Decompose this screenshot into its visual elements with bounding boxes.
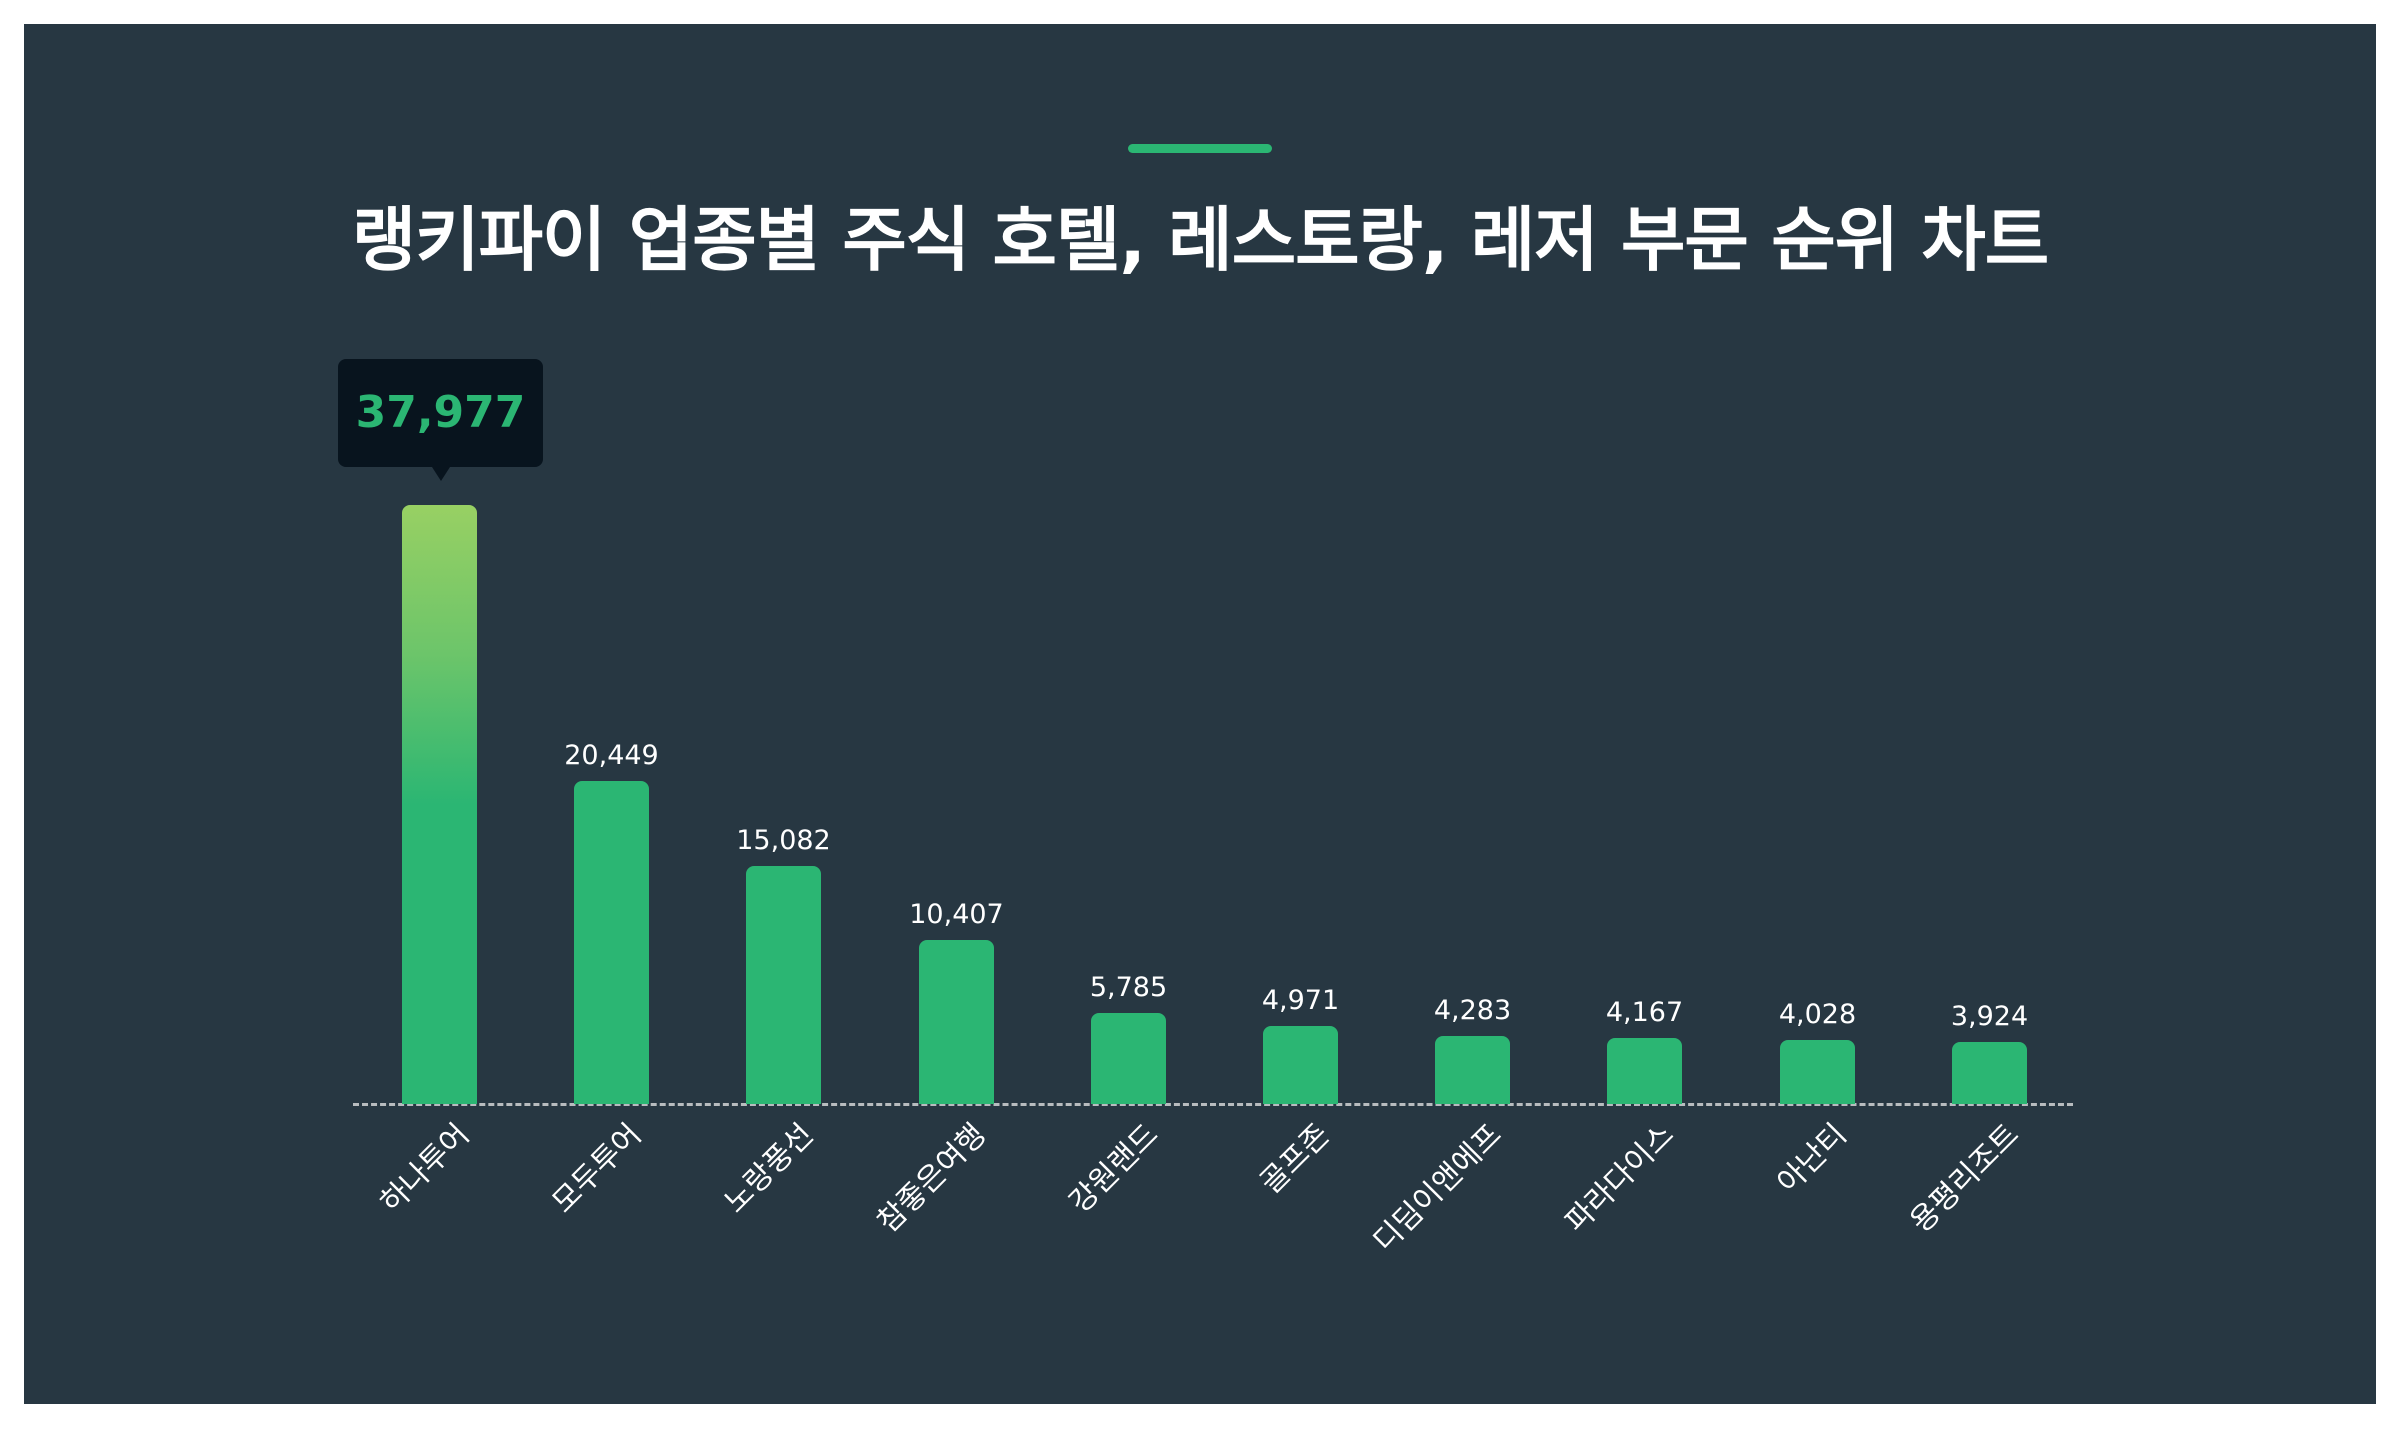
value-tooltip: 37,977: [338, 359, 543, 481]
bar-value-label: 4,283: [1433, 995, 1512, 1026]
x-axis-label: 하나투어: [373, 1117, 476, 1221]
bar-6[interactable]: [1263, 1026, 1338, 1104]
x-axis-label: 강원랜드: [1062, 1117, 1165, 1221]
chart-title: 랭키파이 업종별 주식 호텔, 레스토랑, 레저 부문 순위 차트: [351, 199, 2049, 281]
bar-3[interactable]: [746, 866, 821, 1104]
bar-10[interactable]: [1952, 1042, 2027, 1104]
x-axis-label: 모두투어: [545, 1117, 648, 1221]
x-axis-label: 골프존: [1253, 1117, 1337, 1201]
x-axis-baseline: [353, 1103, 2073, 1106]
bar-value-label: 20,449: [564, 740, 659, 771]
bar-1[interactable]: [402, 505, 477, 1104]
x-axis-label: 용평리조트: [1903, 1117, 2026, 1240]
bar-value-label: 4,971: [1261, 985, 1340, 1016]
x-axis-label: 파라다이스: [1558, 1117, 1681, 1240]
bar-value-label: 5,785: [1089, 972, 1168, 1003]
bar-2[interactable]: [574, 781, 649, 1104]
bar-5[interactable]: [1091, 1013, 1166, 1104]
bar-8[interactable]: [1607, 1038, 1682, 1104]
bar-value-label: 15,082: [736, 825, 831, 856]
bar-value-label: 4,028: [1778, 999, 1857, 1030]
x-axis-label: 디딤이앤에프: [1366, 1117, 1509, 1260]
bar-value-label: 4,167: [1605, 997, 1684, 1028]
x-axis-label: 참좋은여행: [870, 1117, 993, 1240]
title-accent-bar: [1128, 144, 1272, 153]
bar-value-label: 3,924: [1950, 1001, 2029, 1032]
x-axis-label: 아난티: [1770, 1117, 1854, 1201]
bar-9[interactable]: [1780, 1040, 1855, 1104]
bar-value-label: 10,407: [909, 899, 1004, 930]
bar-7[interactable]: [1435, 1036, 1510, 1104]
x-axis-label: 노랑풍선: [717, 1117, 820, 1221]
bar-4[interactable]: [919, 940, 994, 1104]
